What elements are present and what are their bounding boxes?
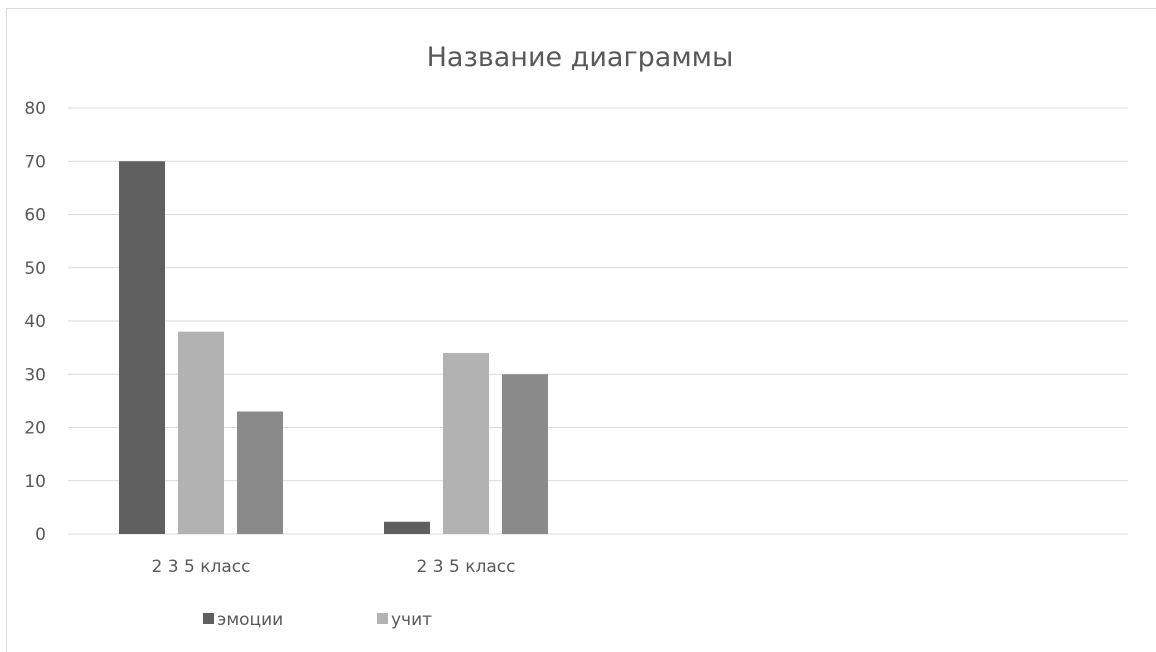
legend-swatch [377,613,388,624]
chart-title: Название диаграммы [427,42,734,73]
y-tick-label: 80 [24,99,46,119]
bar-series2-cat1 [178,331,224,534]
y-axis-ticks: 0 10 20 30 40 50 60 70 80 [24,99,46,545]
y-tick-label: 70 [24,152,46,172]
x-axis-categories: 2 3 5 класс 2 3 5 класс [152,557,516,577]
bars [119,161,548,534]
y-tick-label: 20 [24,419,46,439]
y-tick-label: 0 [35,525,46,545]
y-tick-label: 60 [24,206,46,226]
x-category-label: 2 3 5 класс [152,557,251,577]
y-tick-label: 30 [24,365,46,385]
y-tick-label: 50 [24,259,46,279]
chart-frame [6,8,1156,652]
bar-series3-cat1 [237,411,283,534]
y-tick-label: 10 [24,472,46,492]
bar-series3-cat2 [502,374,548,534]
bar-series2-cat2 [443,352,489,534]
gridlines [68,107,1128,535]
bar-series1-cat2 [384,521,430,534]
legend-swatch [203,613,214,624]
y-tick-label: 40 [24,312,46,332]
legend-label: учит [391,610,432,630]
legend: эмоции учит [203,610,432,630]
bar-series1-cat1 [119,161,165,534]
legend-label: эмоции [217,610,283,630]
x-category-label: 2 3 5 класс [417,557,516,577]
